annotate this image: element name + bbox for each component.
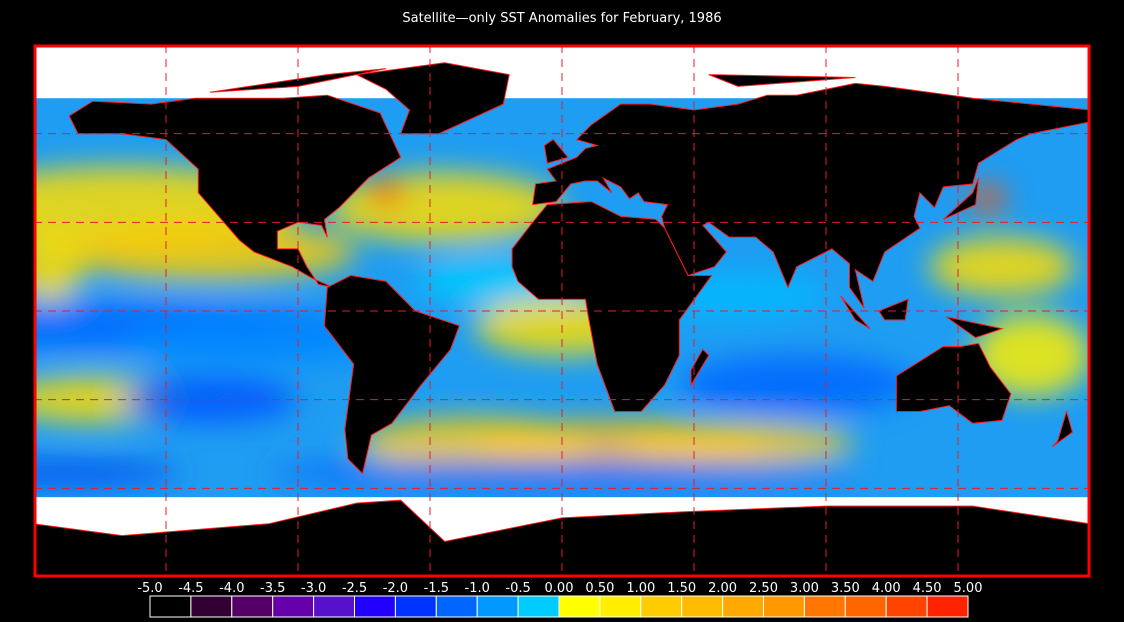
colorbar-swatch — [558, 595, 601, 618]
colorbar-swatch — [599, 595, 642, 618]
map — [36, 47, 1088, 575]
colorbar-label: -3.5 — [260, 581, 285, 596]
colorbar-label: 2.00 — [708, 581, 737, 596]
colorbar: -5.0 -4.5 -4.0 -3.5 -3.0 -2.5 -2.0 -1.5 -1.0 -0.5… — [137, 581, 983, 618]
colorbar-swatch — [313, 595, 356, 618]
colorbar-label: -5.0 — [137, 581, 162, 596]
map-frame — [33, 44, 1091, 578]
colorbar-label: -3.0 — [301, 581, 326, 596]
landmass — [895, 342, 1012, 424]
colorbar-swatch — [476, 595, 519, 618]
colorbar-label: 4.50 — [913, 581, 942, 596]
colorbar-swatch — [722, 595, 764, 618]
landmass — [68, 94, 402, 288]
colorbar-label: -0.5 — [505, 581, 530, 596]
colorbar-label: 0.50 — [585, 581, 614, 596]
colorbar-swatch — [190, 595, 233, 618]
sst-patch — [679, 355, 914, 415]
landmass — [708, 74, 856, 87]
sst-patch — [269, 461, 855, 486]
sst-patch — [63, 222, 357, 282]
landmass — [946, 316, 1004, 339]
colorbar-swatch — [803, 595, 846, 618]
colorbar-label: -2.5 — [342, 581, 367, 596]
landmass — [323, 274, 460, 475]
colorbar-swatch — [149, 595, 192, 618]
map-title: Satellite—only SST Anomalies for Februar… — [402, 11, 721, 26]
sst-patch — [928, 237, 1076, 297]
landmass — [942, 177, 979, 220]
colorbar-swatch — [681, 595, 724, 618]
colorbar-label: -1.0 — [465, 581, 490, 596]
colorbar-swatch — [435, 595, 478, 618]
colorbar-label: 5.00 — [954, 581, 983, 596]
colorbar-swatch — [394, 595, 437, 618]
colorbar-label: 3.00 — [790, 581, 819, 596]
sst-patch — [620, 423, 856, 465]
colorbar-label: -4.5 — [178, 581, 203, 596]
sst-patch — [36, 461, 181, 486]
colorbar-label: 3.50 — [831, 581, 860, 596]
colorbar-swatch — [763, 595, 805, 618]
colorbar-label: 4.00 — [872, 581, 901, 596]
colorbar-swatch — [885, 595, 928, 618]
sst-patch — [356, 417, 592, 471]
landmass — [878, 298, 909, 321]
landmass — [840, 295, 871, 330]
colorbar-swatch — [640, 595, 683, 618]
colorbar-label: 1.00 — [626, 581, 655, 596]
sst-patch — [36, 231, 84, 303]
landmass — [690, 348, 710, 387]
landmass — [355, 62, 510, 135]
colorbar-swatch — [354, 595, 396, 618]
colorbar-label: -1.5 — [424, 581, 449, 596]
colorbar-swatch — [517, 595, 560, 618]
colorbar-label: 1.50 — [667, 581, 696, 596]
colorbar-swatch — [231, 595, 274, 618]
landmass — [532, 82, 1088, 309]
colorbar-label: 0.00 — [545, 581, 574, 596]
colorbar-label: -2.0 — [383, 581, 408, 596]
colorbar-swatch — [844, 595, 887, 618]
sst-patch — [368, 180, 404, 205]
colorbar-label: -4.0 — [219, 581, 244, 596]
colorbar-swatch — [272, 595, 315, 618]
sst-patch — [969, 183, 1005, 214]
colorbar-swatch — [926, 595, 969, 618]
sst-patch — [972, 313, 1088, 397]
landmass — [1051, 409, 1073, 448]
colorbar-label: 2.50 — [749, 581, 778, 596]
